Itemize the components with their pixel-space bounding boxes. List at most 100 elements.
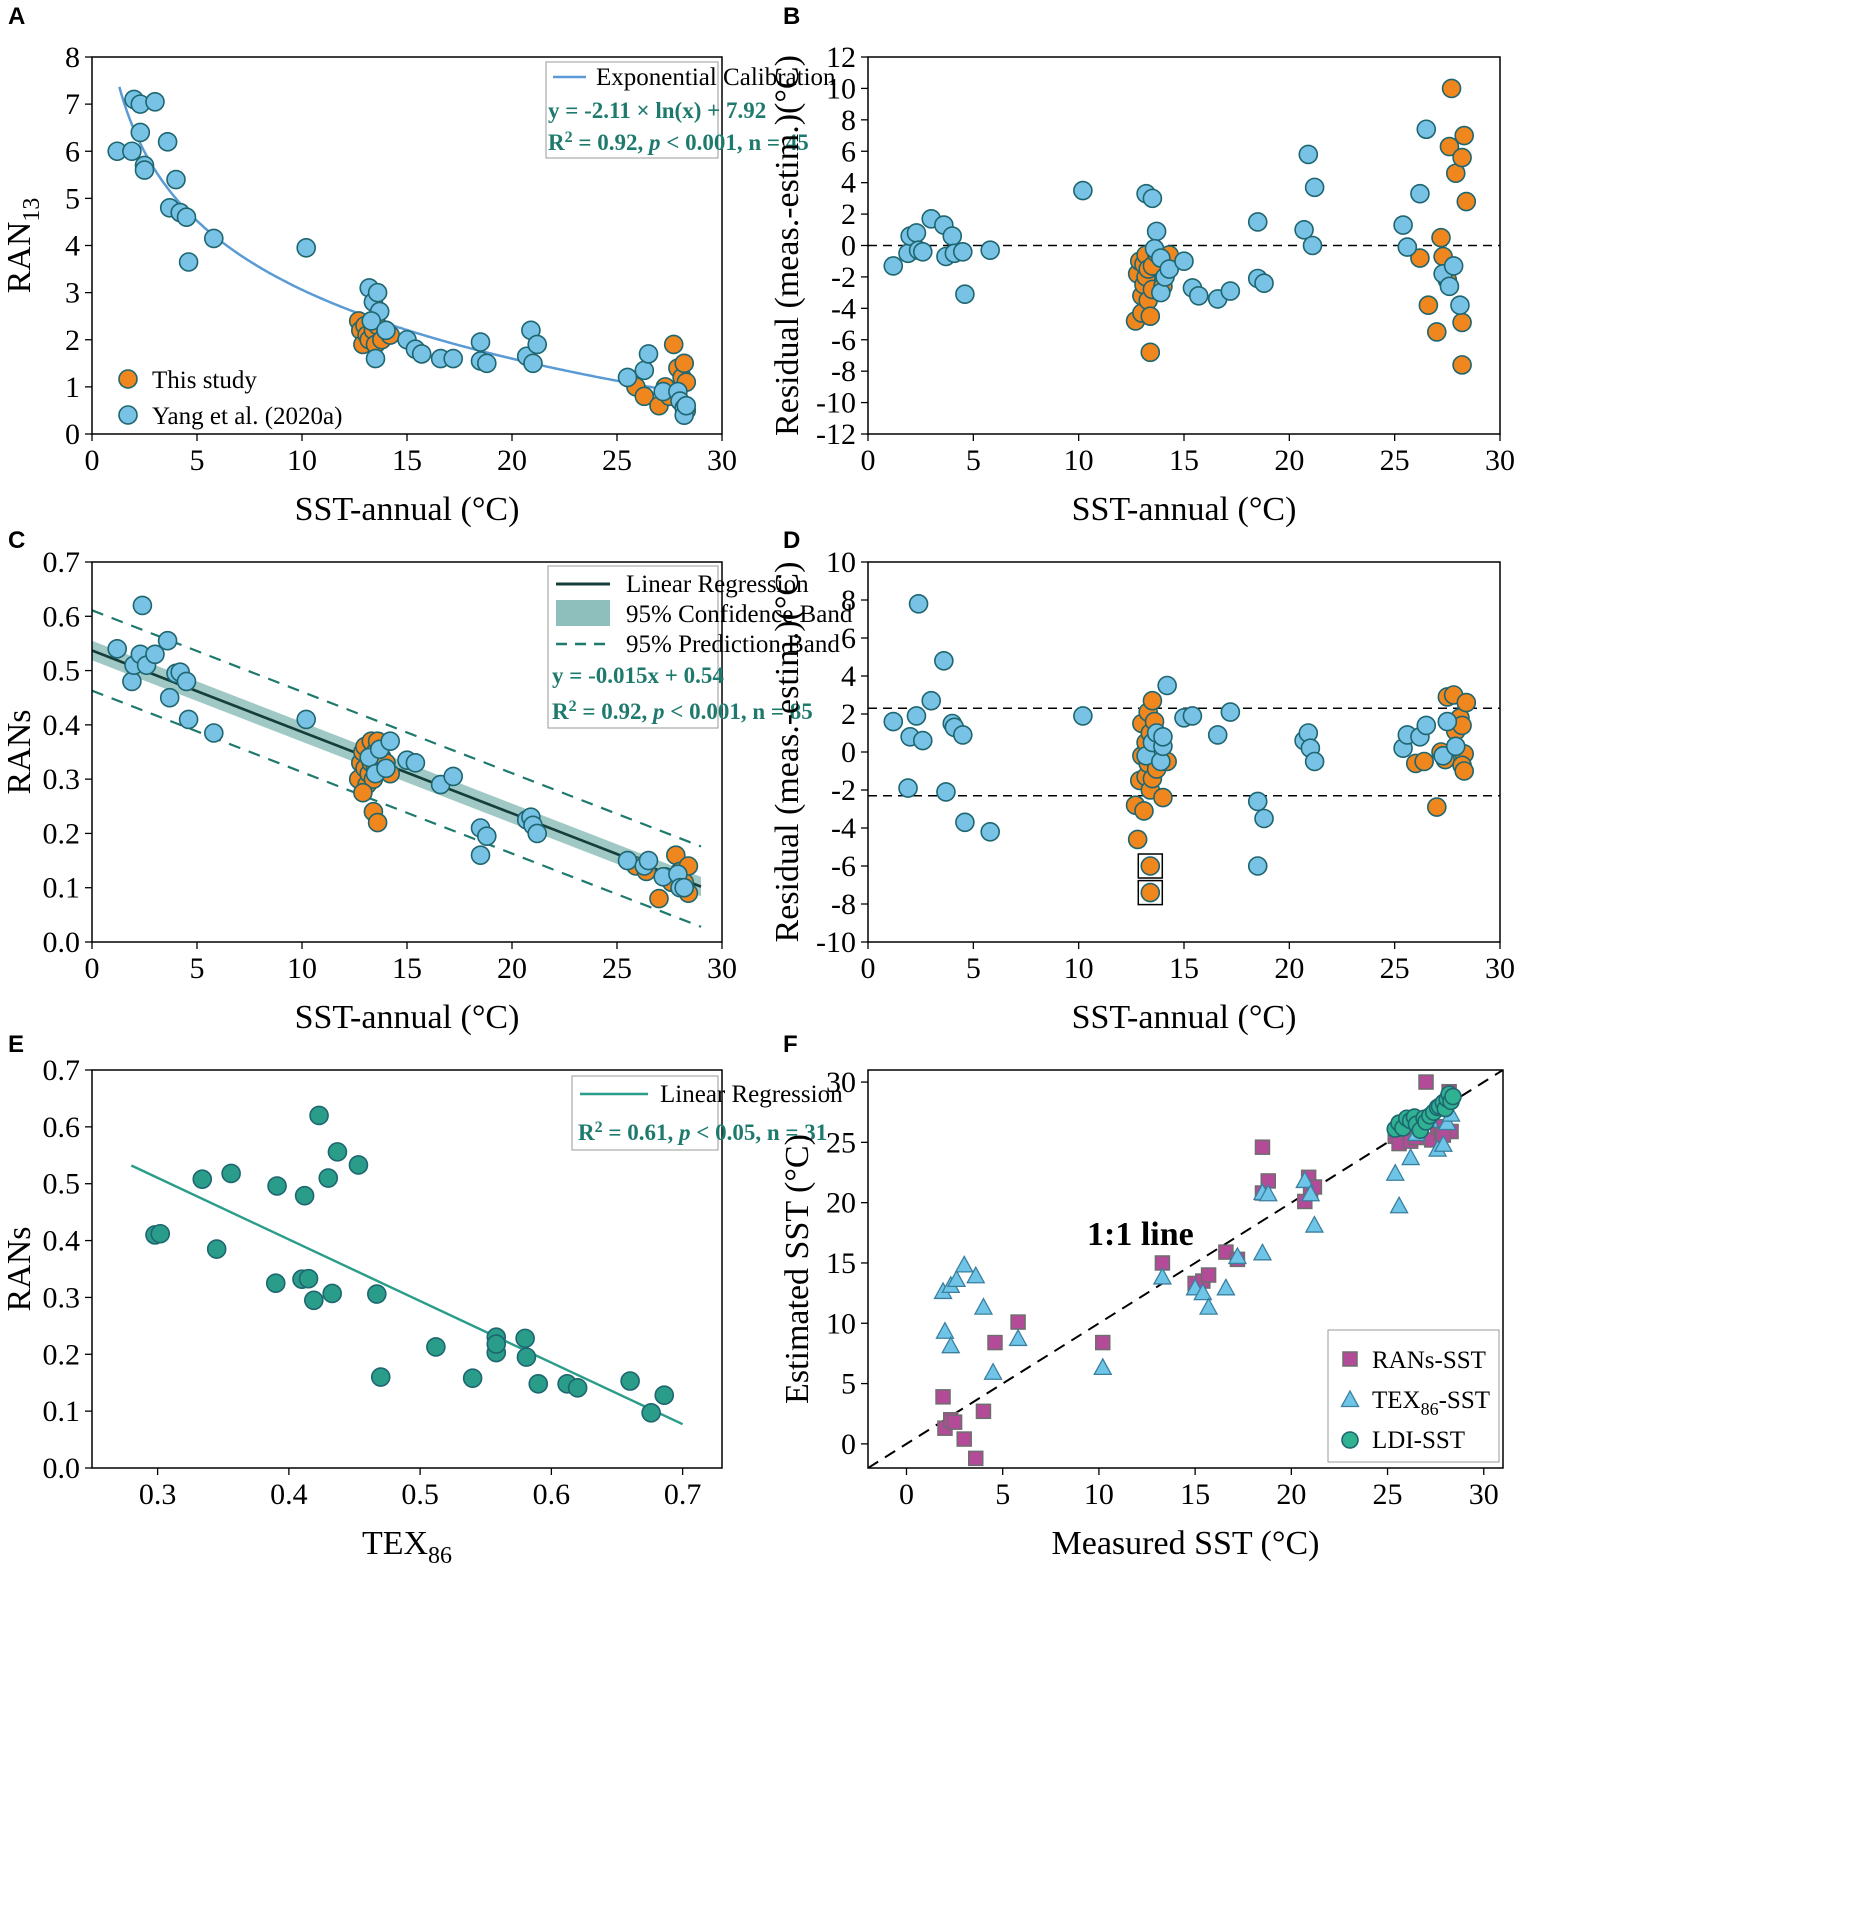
data-point-triangle [966, 1265, 986, 1284]
data-point [955, 812, 975, 833]
data-point [443, 348, 464, 369]
data-point [1153, 787, 1173, 808]
equation-text: y = -0.015x + 0.54 [552, 663, 724, 688]
x-tick-label: 15 [392, 444, 422, 477]
data-point-triangle [935, 1321, 955, 1339]
panel-b: B0 5 10 15 20 25 30-12-10-8-6-4-2024681012SST-… [769, 3, 1515, 528]
x-tick-label: 25 [602, 952, 632, 985]
y-axis-label: Residual (meas.-estim.)(°C) [769, 55, 806, 436]
data-point [921, 690, 942, 711]
y-tick-label: -12 [816, 418, 856, 451]
plot-frame [867, 1069, 1504, 1469]
data-point-triangle [1193, 1282, 1213, 1301]
y-tick-label: -2 [831, 774, 856, 807]
y-tick-label: 0.6 [43, 1111, 81, 1144]
data-point [204, 723, 224, 743]
data-point [176, 207, 197, 228]
data-point [527, 823, 548, 844]
x-tick-label: 0 [861, 444, 876, 477]
data-point [294, 1185, 315, 1206]
data-point-square [1418, 1074, 1434, 1090]
data-point [634, 386, 655, 407]
x-tick-label: 20 [1274, 444, 1304, 477]
data-point [617, 367, 638, 388]
data-point [322, 1283, 342, 1304]
data-point [528, 1374, 549, 1394]
y-tick-label: 4 [841, 167, 856, 200]
panel-a: A 0 5 10 15 20 25 30 0 1 2 3 4 5 6 7 8 SST-annual (°C) RAN… [1, 3, 836, 528]
data-point-triangle [954, 1255, 974, 1273]
data-point [1146, 221, 1167, 242]
data-point [617, 850, 638, 871]
panel-f: F 0 5 10 15 20 25 30 0 5 10 15 20 25 30 Measured SST (°… [779, 1031, 1504, 1562]
x-tick-label: 25 [1380, 444, 1410, 477]
prediction-band-line [92, 609, 702, 848]
data-point [883, 256, 904, 276]
y-tick-label: 0 [841, 230, 856, 263]
data-point [348, 1155, 369, 1175]
data-point [470, 845, 491, 865]
data-point [150, 1223, 171, 1244]
data-point [1254, 273, 1274, 294]
data-point [1294, 219, 1314, 240]
data-point-triangle [1227, 1246, 1248, 1265]
data-point [1452, 147, 1472, 168]
legend-label-confidence: 95% Confidence Band [626, 601, 853, 628]
x-tick-label: 25 [1380, 952, 1410, 985]
y-tick-label: 0.2 [43, 1338, 81, 1371]
data-point [912, 730, 933, 751]
data-point [955, 284, 975, 304]
data-point [296, 709, 317, 730]
y-tick-label: 20 [826, 1187, 856, 1220]
data-point [157, 630, 178, 651]
y-tick-label: 6 [841, 135, 856, 168]
data-point [942, 226, 963, 246]
data-point [304, 1290, 324, 1311]
x-axis-label: Measured SST (°C) [1052, 1525, 1320, 1562]
y-tick-label: 0.1 [43, 872, 81, 905]
y-tick-label: 8 [841, 104, 856, 137]
x-axis-label: SST-annual (°C) [295, 999, 520, 1036]
x-tick-label: 0.6 [533, 1478, 571, 1511]
y-tick-label: 2 [65, 324, 80, 357]
legend-band-swatch [556, 600, 610, 626]
data-point [107, 639, 127, 659]
data-point [1452, 355, 1472, 375]
data-point-triangle [1389, 1195, 1409, 1214]
data-point-square [975, 1403, 992, 1420]
x-tick-label: 15 [392, 952, 422, 985]
legend-marker-yang [118, 405, 138, 425]
data-point [376, 758, 396, 779]
panel-letter-f: F [783, 1031, 798, 1058]
legend-label-prediction: 95% Prediction Band [626, 631, 840, 658]
x-tick-label: 30 [707, 444, 737, 477]
x-tick-label: 20 [1274, 952, 1304, 985]
data-point [515, 1328, 535, 1349]
data-point-square [1010, 1314, 1026, 1330]
x-tick-label: 0 [861, 952, 876, 985]
data-point [1140, 306, 1161, 326]
data-point [1298, 144, 1319, 165]
data-point [367, 812, 388, 833]
y-tick-label: 3 [65, 277, 80, 310]
data-point-square [956, 1431, 972, 1447]
x-tick-label: 30 [707, 952, 737, 985]
data-point [980, 240, 1000, 261]
data-point [1174, 251, 1194, 272]
x-axis-label: TEX86 [362, 1525, 452, 1569]
data-point [166, 169, 186, 190]
y-tick-label: 0.3 [43, 763, 81, 796]
stats-text: R2 = 0.92, p < 0.001, n = 45 [548, 129, 809, 156]
data-point [674, 877, 695, 898]
data-point [1410, 248, 1430, 268]
legend-label-tex86: TEX86-SST [1372, 1387, 1490, 1419]
data-point [370, 1367, 391, 1387]
data-point [1140, 342, 1161, 363]
data-point [157, 132, 178, 152]
x-tick-label: 20 [497, 952, 527, 985]
data-point [145, 644, 165, 665]
data-point [1431, 227, 1451, 248]
data-point [1304, 177, 1325, 198]
x-tick-label: 30 [1485, 444, 1515, 477]
